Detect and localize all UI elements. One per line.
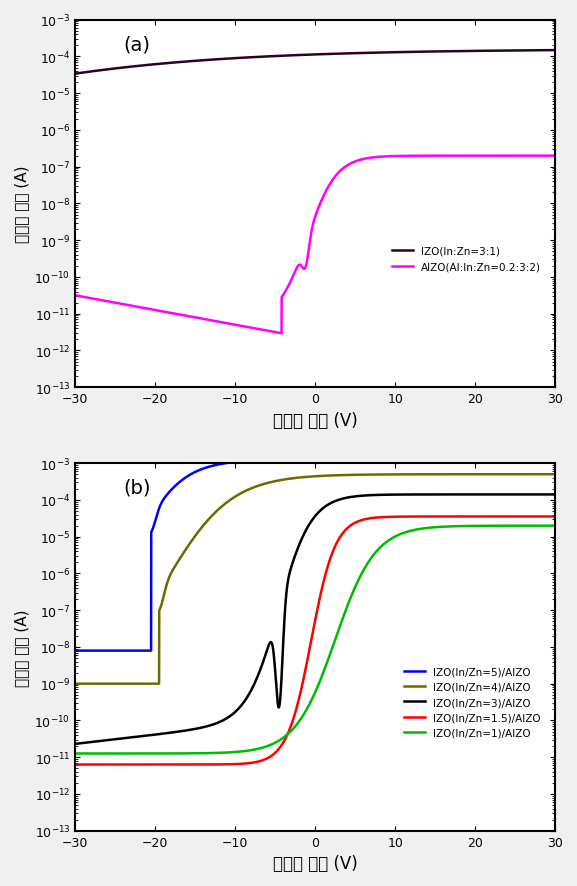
IZO(In/Zn=1.5)/AIZO [542,511,549,522]
IZO(In/Zn=5)/AIZO [552,455,559,465]
IZO(In:Zn=3:1) [155,59,162,70]
IZO(In/Zn=3)/AIZO [552,490,559,501]
IZO(In/Zn=4)/AIZO [490,470,497,480]
IZO(In/Zn=5)/AIZO [276,455,283,466]
IZO(In/Zn=3)/AIZO [256,667,263,678]
IZO(In/Zn=4)/AIZO [256,480,263,491]
IZO(In/Zn=5)/AIZO [72,646,78,657]
AIZO(Al:In:Zn=0.2:3:2) [276,329,283,339]
AIZO(Al:In:Zn=0.2:3:2) [542,152,549,162]
IZO(In/Zn=4)/AIZO [72,679,78,689]
IZO(In/Zn=1)/AIZO [276,734,283,745]
IZO(In/Zn=1)/AIZO [155,749,162,759]
IZO(In/Zn=4)/AIZO [552,470,559,480]
IZO(In:Zn=3:1) [542,46,549,57]
Legend: IZO(In/Zn=5)/AIZO, IZO(In/Zn=4)/AIZO, IZO(In/Zn=3)/AIZO, IZO(In/Zn=1.5)/AIZO, IZ: IZO(In/Zn=5)/AIZO, IZO(In/Zn=4)/AIZO, IZ… [400,663,545,742]
IZO(In/Zn=3)/AIZO [490,490,497,501]
Text: (a): (a) [123,35,150,54]
IZO(In/Zn=1.5)/AIZO [155,759,162,770]
AIZO(Al:In:Zn=0.2:3:2) [72,291,78,301]
IZO(In/Zn=1)/AIZO [126,749,133,759]
X-axis label: 게이트 전압 (V): 게이트 전압 (V) [273,411,358,429]
IZO(In/Zn=1)/AIZO [256,743,263,754]
IZO(In/Zn=1)/AIZO [490,521,497,532]
IZO(In/Zn=1.5)/AIZO [126,759,133,770]
Line: IZO(In/Zn=4)/AIZO: IZO(In/Zn=4)/AIZO [75,475,555,684]
IZO(In:Zn=3:1) [126,62,133,73]
IZO(In/Zn=3)/AIZO [155,729,162,740]
IZO(In/Zn=5)/AIZO [542,455,549,465]
IZO(In/Zn=1)/AIZO [72,749,78,759]
IZO(In/Zn=4)/AIZO [542,470,549,480]
Line: IZO(In/Zn=1.5)/AIZO: IZO(In/Zn=1.5)/AIZO [75,517,555,765]
IZO(In:Zn=3:1) [256,52,263,63]
X-axis label: 게이트 전압 (V): 게이트 전압 (V) [273,854,358,872]
IZO(In/Zn=3)/AIZO [72,739,78,750]
IZO(In/Zn=5)/AIZO [490,455,497,465]
AIZO(Al:In:Zn=0.2:3:2) [256,324,263,335]
Y-axis label: 드레인 전류 (A): 드레인 전류 (A) [14,609,29,686]
IZO(In:Zn=3:1) [72,69,78,80]
AIZO(Al:In:Zn=0.2:3:2) [491,152,498,162]
Line: IZO(In/Zn=5)/AIZO: IZO(In/Zn=5)/AIZO [75,460,555,651]
IZO(In/Zn=5)/AIZO [256,455,263,466]
AIZO(Al:In:Zn=0.2:3:2) [278,329,285,339]
IZO(In:Zn=3:1) [552,46,559,57]
IZO(In/Zn=4)/AIZO [276,475,283,486]
IZO(In/Zn=5)/AIZO [155,505,162,516]
Line: IZO(In:Zn=3:1): IZO(In:Zn=3:1) [75,51,555,74]
IZO(In/Zn=1)/AIZO [552,521,559,532]
IZO(In/Zn=1.5)/AIZO [72,759,78,770]
AIZO(Al:In:Zn=0.2:3:2) [155,306,162,316]
Line: IZO(In/Zn=3)/AIZO: IZO(In/Zn=3)/AIZO [75,495,555,744]
IZO(In/Zn=4)/AIZO [155,679,162,689]
AIZO(Al:In:Zn=0.2:3:2) [552,152,559,162]
IZO(In/Zn=5)/AIZO [126,646,133,657]
Line: AIZO(Al:In:Zn=0.2:3:2): AIZO(Al:In:Zn=0.2:3:2) [75,157,555,334]
IZO(In/Zn=1)/AIZO [542,521,549,532]
AIZO(Al:In:Zn=0.2:3:2) [126,300,133,311]
IZO(In/Zn=3)/AIZO [126,733,133,743]
Line: IZO(In/Zn=1)/AIZO: IZO(In/Zn=1)/AIZO [75,526,555,754]
IZO(In/Zn=3)/AIZO [276,696,283,706]
IZO(In/Zn=1.5)/AIZO [552,511,559,522]
Legend: IZO(In:Zn=3:1), AIZO(Al:In:Zn=0.2:3:2): IZO(In:Zn=3:1), AIZO(Al:In:Zn=0.2:3:2) [388,243,545,276]
Text: (b): (b) [123,478,151,497]
IZO(In/Zn=1.5)/AIZO [256,756,263,766]
Y-axis label: 드레인 전류 (A): 드레인 전류 (A) [14,166,29,243]
IZO(In/Zn=3)/AIZO [542,490,549,501]
IZO(In:Zn=3:1) [490,46,497,57]
IZO(In:Zn=3:1) [276,51,283,62]
IZO(In/Zn=1.5)/AIZO [490,511,497,522]
IZO(In/Zn=4)/AIZO [126,679,133,689]
IZO(In/Zn=1.5)/AIZO [276,742,283,753]
